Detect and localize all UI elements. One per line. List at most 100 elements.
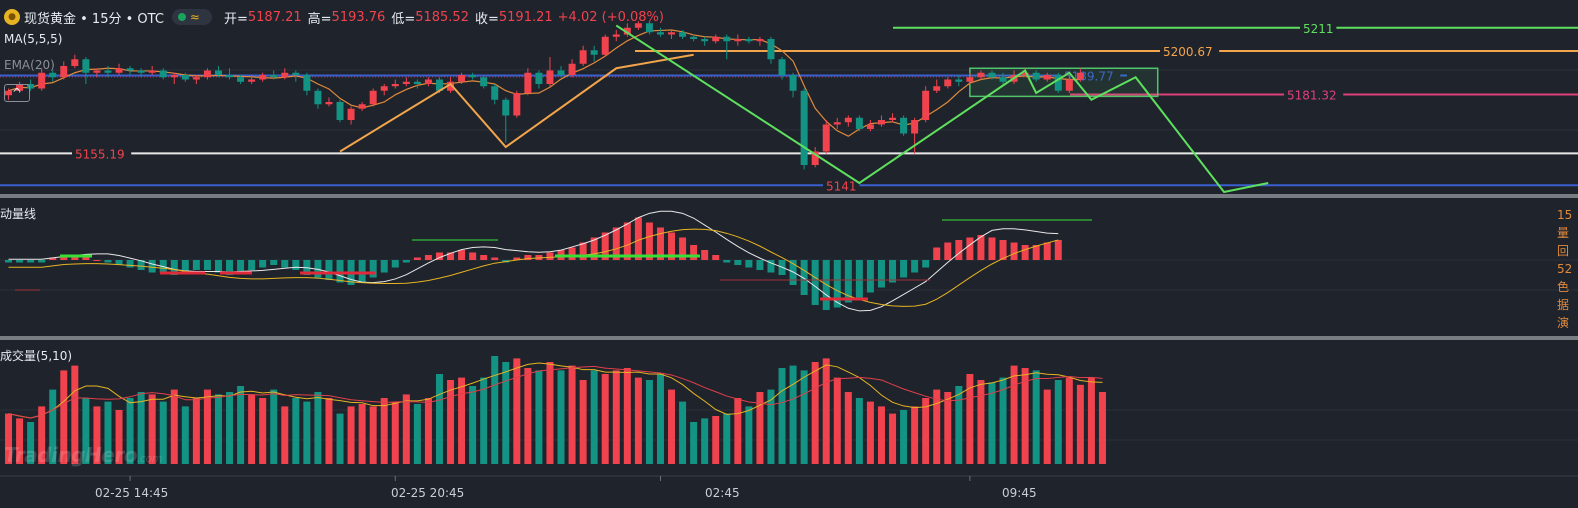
symbol-title[interactable]: 现货黄金 • 15分 • OTC — [24, 11, 164, 27]
candle-body — [568, 63, 576, 75]
candle-body — [502, 99, 510, 116]
candle-body — [933, 86, 941, 91]
volume-bar — [226, 392, 234, 464]
momentum-bar — [170, 260, 178, 275]
candle-body — [855, 117, 863, 129]
volume-bar — [1021, 368, 1029, 464]
momentum-bar — [27, 260, 35, 263]
volume-bar — [203, 389, 211, 464]
volume-bar — [723, 413, 731, 464]
volume-bar — [645, 380, 653, 464]
momentum-bar — [226, 260, 234, 275]
momentum-bar — [767, 260, 775, 273]
volume-bar — [690, 422, 698, 464]
status-pill[interactable]: ≈ — [171, 9, 212, 25]
candle-body — [314, 90, 322, 105]
collapse-indicators-button[interactable]: ^ — [4, 84, 30, 102]
side-note-line: 据 — [1557, 298, 1570, 312]
candle-body — [944, 79, 952, 87]
momentum-bar — [734, 260, 742, 265]
volume-bar — [491, 356, 499, 464]
volume-bar — [93, 406, 101, 464]
candle-body — [546, 70, 554, 84]
volume-bar — [181, 406, 189, 464]
volume-bar — [922, 398, 930, 464]
volume-bar — [988, 382, 996, 464]
live-status-icon — [177, 13, 186, 21]
side-note: 15 量 回 52 色 据 演 — [1557, 206, 1572, 332]
consolidation-box — [969, 67, 1159, 98]
momentum-bar — [314, 260, 322, 278]
momentum-bar — [623, 222, 631, 260]
candle-body — [822, 124, 830, 152]
momentum-bar — [126, 260, 134, 268]
momentum-bar — [855, 260, 863, 298]
volume-bar — [1043, 389, 1051, 464]
momentum-slow-line — [8, 228, 1059, 307]
momentum-bar — [115, 260, 123, 265]
volume-bar — [568, 365, 576, 464]
volume-bar — [679, 401, 687, 464]
candle-body — [645, 23, 653, 33]
volume-bar — [1076, 384, 1084, 464]
volume-bar — [789, 365, 797, 464]
volume-bar — [148, 394, 156, 464]
candle-body — [292, 72, 300, 75]
volume-bar — [557, 370, 565, 464]
momentum-bar — [325, 260, 333, 280]
candle-body — [336, 102, 344, 120]
candle-body — [480, 77, 488, 87]
ma-indicator-label[interactable]: MA(5,5,5) — [4, 32, 63, 46]
candle-body — [325, 102, 333, 105]
momentum-bar — [203, 260, 211, 270]
candle-body — [170, 75, 178, 78]
candle-body — [424, 79, 432, 84]
momentum-bar — [292, 260, 300, 270]
candle-body — [5, 90, 13, 96]
volume-bar — [656, 374, 664, 464]
volume-bar — [911, 406, 919, 464]
momentum-bar — [82, 257, 90, 260]
volume-bar — [623, 368, 631, 464]
momentum-bar — [922, 260, 930, 268]
momentum-bar — [723, 260, 731, 263]
momentum-bar — [844, 260, 852, 303]
candle-body — [380, 86, 388, 91]
candle-body — [1032, 72, 1040, 80]
candle-body — [955, 79, 963, 82]
momentum-bar — [800, 260, 808, 295]
momentum-bar — [491, 257, 499, 260]
volume-bar — [27, 422, 35, 464]
candle-body — [391, 84, 399, 87]
candle-body — [259, 75, 267, 80]
candle-body — [756, 39, 764, 42]
momentum-bar — [413, 257, 421, 260]
volume-bar — [424, 398, 432, 464]
volume-bar — [159, 401, 167, 464]
momentum-bar — [911, 260, 919, 273]
momentum-bar — [435, 252, 443, 260]
ema-indicator-label[interactable]: EMA(20) — [4, 58, 55, 72]
x-tick-label: 02-25 20:45 — [391, 486, 465, 500]
candle-body — [877, 120, 885, 125]
candle-body — [999, 77, 1007, 82]
candle-body — [1021, 72, 1029, 75]
momentum-label[interactable]: 动量线 — [0, 207, 37, 221]
momentum-bar — [402, 260, 410, 263]
momentum-bar — [811, 260, 819, 305]
price-level-label: 5181.32 — [1287, 89, 1337, 103]
volume-bar — [16, 418, 24, 464]
momentum-bar — [955, 240, 963, 260]
chart-header: ● 现货黄金 • 15分 • OTC ≈ 开= 5187.21 高= 5193.76… — [0, 4, 664, 30]
candle-body — [535, 72, 543, 84]
candle-body — [281, 72, 289, 78]
candle-body — [49, 72, 57, 78]
volume-bar — [601, 374, 609, 464]
candle-body — [734, 39, 742, 42]
volume-bar — [1065, 377, 1073, 464]
volume-label[interactable]: 成交量(5,10) — [0, 349, 73, 363]
candle-body — [203, 70, 211, 78]
candle-body — [93, 70, 101, 73]
